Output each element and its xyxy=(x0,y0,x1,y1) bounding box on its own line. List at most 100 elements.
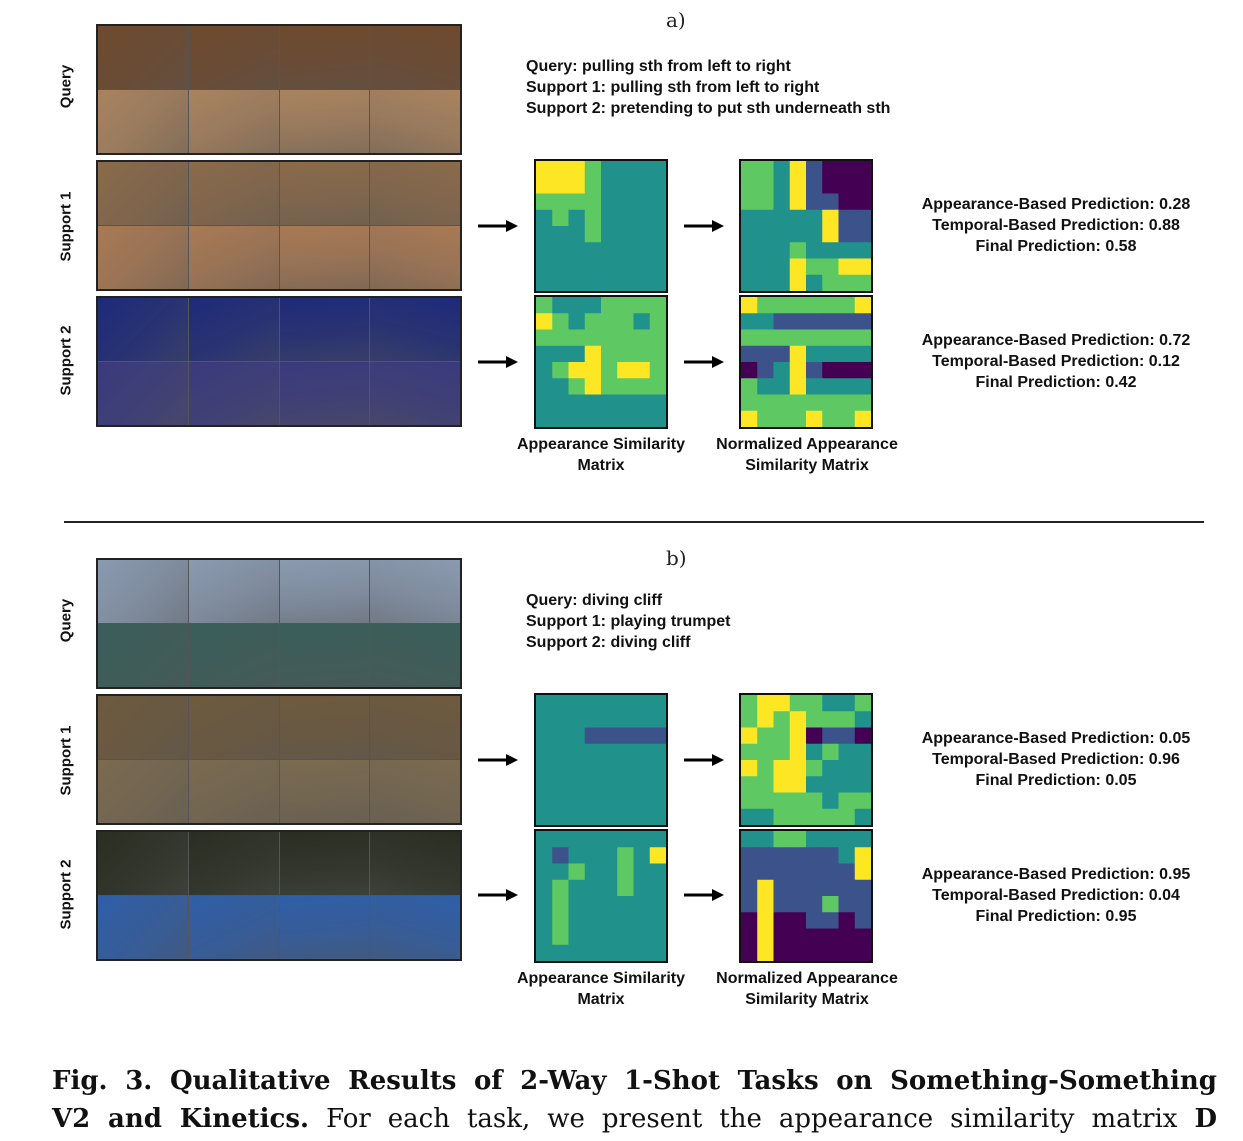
heatmap-cell xyxy=(584,274,602,291)
heatmap-cell xyxy=(617,896,634,913)
heatmap-cell xyxy=(789,394,807,412)
heatmap-cell xyxy=(601,209,618,227)
heatmap-cell xyxy=(854,329,871,347)
heatmap-cell xyxy=(741,209,758,227)
heatmap-cell xyxy=(806,410,823,427)
video-frame xyxy=(279,226,370,289)
heatmap-cell xyxy=(806,345,823,363)
heatmap-cell xyxy=(601,928,618,946)
heatmap-cell xyxy=(584,695,602,712)
heatmap-cell xyxy=(773,242,791,259)
video-frame xyxy=(279,696,370,759)
video-frame xyxy=(98,298,188,361)
task-support1-line: Support 1: pulling sth from left to righ… xyxy=(526,79,820,96)
heatmap-cell xyxy=(601,831,618,848)
heatmap-cell xyxy=(838,274,856,291)
heatmap-cell xyxy=(552,410,569,427)
heatmap-cell xyxy=(854,177,871,194)
heatmap-cell xyxy=(838,161,856,178)
heatmap-cell xyxy=(536,792,553,810)
heatmap-cell xyxy=(822,711,839,728)
heatmap-cell xyxy=(601,711,618,728)
heatmap-cell xyxy=(838,847,856,864)
heatmap-cell xyxy=(584,410,602,427)
heatmap-cell xyxy=(633,209,651,227)
heatmap-cell xyxy=(552,242,569,259)
heatmap-cell xyxy=(838,177,856,194)
heatmap-cell xyxy=(789,944,807,961)
heatmap-cell xyxy=(822,879,839,897)
heatmap-cell xyxy=(568,209,586,227)
appearance-prediction: Appearance-Based Prediction: 0.05 xyxy=(921,730,1191,747)
heatmap-cell xyxy=(649,863,666,881)
video-frame xyxy=(279,832,370,895)
video-frame xyxy=(279,362,370,425)
heatmap-cell xyxy=(838,410,856,427)
heatmap-cell xyxy=(568,879,586,897)
video-strip-support2-a xyxy=(96,296,462,427)
heatmap-cell xyxy=(617,847,634,864)
heatmap-cell xyxy=(552,362,569,379)
heatmap-cell xyxy=(649,329,666,347)
matrix-label-line: Similarity Matrix xyxy=(745,991,869,1008)
heatmap-cell xyxy=(633,944,651,961)
heatmap-cell xyxy=(806,928,823,946)
heatmap-cell xyxy=(584,944,602,961)
video-frame xyxy=(98,624,188,687)
heatmap-cell xyxy=(822,912,839,929)
matrix-label-normalized-b: Normalized Appearance Similarity Matrix xyxy=(697,968,917,1010)
heatmap-cell xyxy=(806,879,823,897)
arrow-right-icon xyxy=(684,356,724,368)
video-frame xyxy=(188,624,279,687)
heatmap-cell xyxy=(806,944,823,961)
video-frame xyxy=(370,624,460,687)
heatmap-cell xyxy=(617,808,634,825)
heatmap-cell xyxy=(568,776,586,793)
panel-b-label: b) xyxy=(666,546,687,570)
heatmap-cell xyxy=(633,928,651,946)
video-frame xyxy=(98,362,188,425)
heatmap-cell xyxy=(601,226,618,243)
row-label-support1-a: Support 1 xyxy=(57,191,75,262)
heatmap-cell xyxy=(757,792,774,810)
heatmap-cell xyxy=(822,792,839,810)
video-frame xyxy=(98,26,188,89)
heatmap-cell xyxy=(649,193,666,211)
heatmap-cell xyxy=(584,362,602,379)
video-frame xyxy=(98,560,188,623)
heatmap-cell xyxy=(584,727,602,745)
heatmap-cell xyxy=(806,313,823,330)
heatmap-cell xyxy=(838,378,856,395)
heatmap-cell xyxy=(617,944,634,961)
heatmap-cell xyxy=(568,743,586,761)
heatmap-cell xyxy=(757,410,774,427)
heatmap-cell xyxy=(568,378,586,395)
heatmap-cell xyxy=(806,274,823,291)
heatmap-cell xyxy=(773,378,791,395)
matrix-label-line: Similarity Matrix xyxy=(745,457,869,474)
heatmap-cell xyxy=(536,313,553,330)
heatmap-cell xyxy=(806,242,823,259)
temporal-prediction: Temporal-Based Prediction: 0.12 xyxy=(932,353,1180,370)
heatmap-cell xyxy=(806,695,823,712)
heatmap-cell xyxy=(584,792,602,810)
heatmap-cell xyxy=(806,329,823,347)
heatmap-cell xyxy=(601,743,618,761)
video-frame xyxy=(188,832,279,895)
heatmap-cell xyxy=(822,362,839,379)
heatmap-cell xyxy=(633,695,651,712)
predictions-support1-b: Appearance-Based Prediction: 0.05 Tempor… xyxy=(906,728,1206,791)
heatmap-cell xyxy=(789,760,807,777)
heatmap-cell xyxy=(773,792,791,810)
heatmap-cell xyxy=(773,329,791,347)
heatmap-cell xyxy=(789,879,807,897)
heatmap-cell xyxy=(789,378,807,395)
heatmap-cell xyxy=(838,362,856,379)
heatmap-cell xyxy=(584,896,602,913)
video-strip-support2-b xyxy=(96,830,462,961)
heatmap-cell xyxy=(806,912,823,929)
heatmap-cell xyxy=(806,362,823,379)
video-frame xyxy=(370,90,460,153)
heatmap-cell xyxy=(584,394,602,412)
heatmap-cell xyxy=(617,329,634,347)
